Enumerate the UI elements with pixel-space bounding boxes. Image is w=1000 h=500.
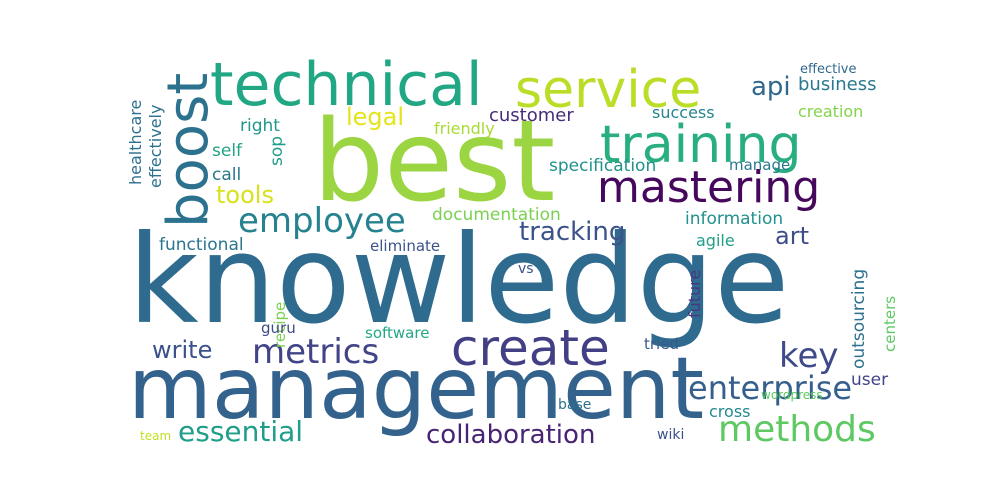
word-vs: vs: [518, 261, 534, 277]
word-recipe: recipe: [271, 302, 289, 348]
word-success: success: [652, 103, 715, 122]
word-team: team: [140, 429, 171, 443]
word-essential: essential: [178, 415, 303, 448]
word-specification: specification: [549, 156, 656, 176]
word-documentation: documentation: [432, 205, 561, 225]
word-api: api: [751, 72, 791, 102]
word-agile: agile: [696, 231, 735, 250]
word-friendly: friendly: [434, 119, 495, 138]
word-base: base: [558, 397, 591, 413]
word-healthcare: healthcare: [126, 100, 145, 185]
word-guru: guru: [261, 319, 296, 337]
word-outsourcing: outsourcing: [849, 269, 869, 369]
word-key: key: [779, 336, 839, 376]
word-centers: centers: [881, 296, 899, 352]
word-call: call: [212, 165, 241, 185]
word-wiki: wiki: [657, 427, 684, 443]
word-mastering: mastering: [597, 162, 820, 213]
word-sop: sop: [267, 136, 287, 166]
word-legal: legal: [346, 103, 404, 131]
word-write: write: [152, 336, 212, 364]
word-art: art: [775, 222, 809, 250]
word-collaboration: collaboration: [426, 420, 595, 450]
word-user: user: [851, 370, 888, 390]
word-creation: creation: [798, 102, 863, 121]
word-boost: boost: [156, 73, 221, 228]
word-business: business: [798, 74, 876, 95]
word-future: future: [685, 270, 704, 318]
word-employee: employee: [238, 201, 406, 241]
word-create: create: [451, 319, 610, 377]
word-wordpress: wordpress: [761, 388, 823, 402]
word-service: service: [515, 60, 701, 120]
word-software: software: [365, 324, 429, 342]
word-effective: effective: [800, 62, 857, 77]
word-management: management: [128, 339, 704, 439]
word-right: right: [240, 116, 280, 136]
word-functional: functional: [159, 235, 244, 255]
word-best: best: [313, 97, 555, 227]
word-enterprise: enterprise: [688, 369, 852, 407]
word-manage: manage: [729, 156, 790, 174]
word-knowledge: knowledge: [128, 209, 789, 351]
word-technical: technical: [210, 50, 483, 120]
word-methods: methods: [718, 409, 876, 450]
word-tried: tried: [644, 335, 679, 353]
word-metrics: metrics: [252, 332, 379, 372]
word-tracking: tracking: [519, 217, 625, 247]
word-self: self: [212, 141, 243, 161]
word-training: training: [600, 115, 801, 175]
word-information: information: [685, 209, 783, 229]
word-eliminate: eliminate: [370, 237, 440, 255]
word-tools: tools: [216, 181, 274, 209]
word-cross: cross: [709, 402, 750, 421]
word-effectively: effectively: [146, 105, 165, 188]
word-customer: customer: [489, 105, 574, 126]
